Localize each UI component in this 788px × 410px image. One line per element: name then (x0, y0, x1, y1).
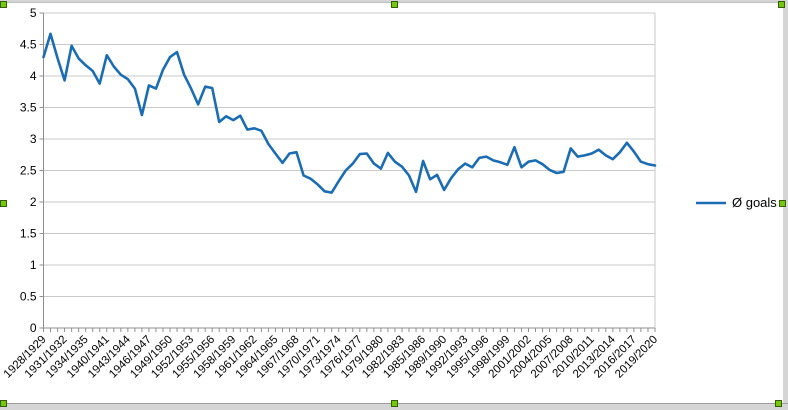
legend-series-label: Ø goals (732, 195, 777, 210)
y-tick-label: 2.5 (20, 164, 37, 178)
x-axis-labels: 1928/19291931/19321934/19351940/19411943… (2, 328, 660, 381)
selection-handle-middle-right[interactable] (779, 200, 786, 207)
selection-handle-top-right[interactable] (778, 1, 785, 8)
y-axis-labels: 0 0.5 1 1.5 2 2.5 3 3.5 4 4.5 5 (20, 6, 44, 335)
selection-handle-bottom-right[interactable] (775, 400, 782, 407)
selection-handle-bottom-left[interactable] (0, 400, 7, 407)
y-tick-label: 4 (30, 69, 37, 83)
chart-legend: Ø goals (695, 195, 777, 210)
y-tick-label: 2 (30, 195, 37, 209)
selection-handle-bottom-center[interactable] (391, 400, 398, 407)
selection-handle-top-left[interactable] (0, 1, 7, 8)
y-tick-label: 3 (30, 132, 37, 146)
selection-handle-top-center[interactable] (391, 1, 398, 8)
y-tick-label: 3.5 (20, 101, 37, 115)
y-tick-label: 4.5 (20, 38, 37, 52)
y-tick-label: 1.5 (20, 227, 37, 241)
series-line-goals (42, 32, 657, 194)
selection-handle-middle-left[interactable] (0, 200, 7, 207)
y-tick-label: 0.5 (20, 290, 37, 304)
y-gridlines (43, 12, 656, 328)
y-tick-label: 5 (30, 6, 37, 20)
y-tick-label: 0 (30, 321, 37, 335)
legend-line-sample (696, 201, 726, 204)
y-tick-label: 1 (30, 258, 37, 272)
